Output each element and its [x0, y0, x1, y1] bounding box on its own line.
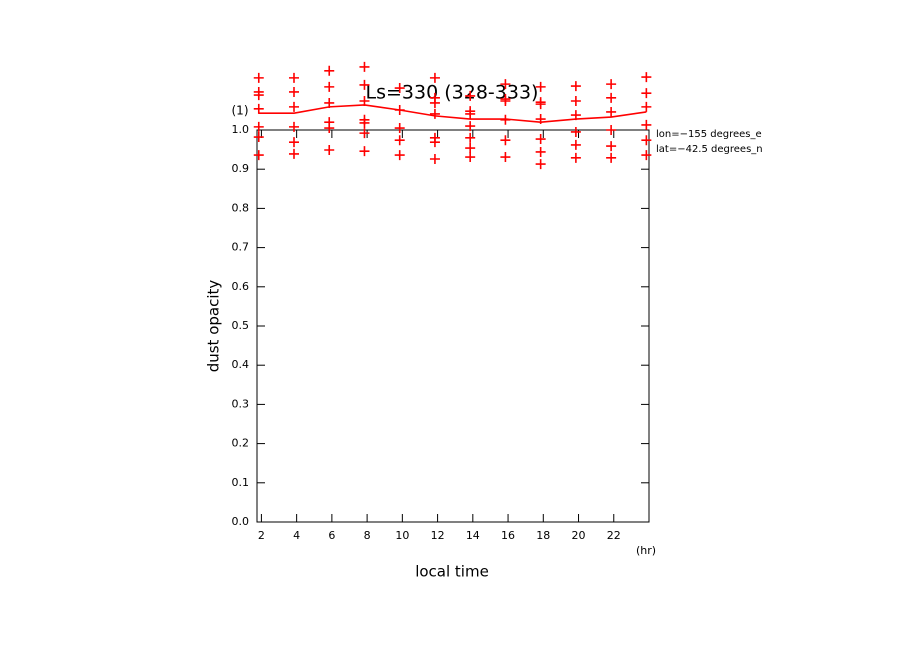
point: [465, 152, 476, 163]
point: [535, 134, 546, 145]
point: [641, 88, 652, 99]
chart-title: Ls=330 (328-333): [366, 82, 539, 104]
point: [641, 119, 652, 130]
y-tick-label: 0.2: [232, 437, 250, 450]
point: [394, 83, 405, 94]
point: [465, 108, 476, 119]
point: [606, 152, 617, 163]
point: [465, 143, 476, 154]
point: [359, 61, 370, 72]
point: [253, 72, 264, 83]
y-tick-label: 0.1: [232, 476, 250, 489]
point: [394, 150, 405, 161]
y-unit: (1): [232, 104, 249, 118]
point: [641, 150, 652, 161]
point: [288, 137, 299, 148]
x-tick-label: 14: [466, 529, 480, 542]
x-tick-label: 22: [607, 529, 621, 542]
point: [429, 72, 440, 83]
point: [570, 152, 581, 163]
point: [500, 79, 511, 90]
y-tick-label: 0.9: [232, 162, 250, 175]
point: [500, 95, 511, 106]
y-tick-label: 0.8: [232, 201, 250, 214]
plot-frame: [256, 129, 650, 523]
point: [641, 101, 652, 112]
point: [606, 92, 617, 103]
x-tick-label: 4: [293, 529, 300, 542]
point: [394, 135, 405, 146]
point: [500, 135, 511, 146]
point: [535, 99, 546, 110]
point: [394, 123, 405, 134]
point: [570, 95, 581, 106]
point: [288, 86, 299, 97]
point: [288, 101, 299, 112]
x-tick-label: 18: [536, 529, 550, 542]
point: [500, 152, 511, 163]
y-tick-label: 0.3: [232, 397, 250, 410]
x-tick-label: 20: [572, 529, 586, 542]
point: [465, 121, 476, 132]
point: [570, 139, 581, 150]
annotation: lon=−155 degrees_e: [656, 129, 762, 140]
point: [324, 123, 335, 134]
point: [359, 146, 370, 157]
point: [359, 128, 370, 139]
point: [359, 79, 370, 90]
point: [324, 65, 335, 76]
x-tick-label: 12: [431, 529, 445, 542]
annotation: lat=−42.5 degrees_n: [656, 144, 763, 155]
x-tick-label: 8: [364, 529, 371, 542]
point: [606, 106, 617, 117]
point: [535, 159, 546, 170]
point: [535, 81, 546, 92]
point: [253, 121, 264, 132]
point: [641, 135, 652, 146]
point: [288, 72, 299, 83]
x-tick-label: 10: [395, 529, 409, 542]
point: [606, 141, 617, 152]
x-tick-label: 2: [258, 529, 265, 542]
point: [465, 90, 476, 101]
point: [570, 81, 581, 92]
point: [359, 117, 370, 128]
x-tick-label: 16: [501, 529, 515, 542]
point: [253, 150, 264, 161]
x-tick-label: 6: [328, 529, 335, 542]
y-tick-label: 0.6: [232, 280, 250, 293]
point: [288, 148, 299, 159]
point: [429, 154, 440, 165]
mean-line: [258, 104, 647, 123]
point: [606, 79, 617, 90]
point: [606, 125, 617, 135]
point: [253, 90, 264, 101]
y-tick-label: 1.0: [232, 123, 250, 136]
x-axis-label: local time: [415, 563, 489, 581]
point: [429, 137, 440, 148]
point: [465, 132, 476, 143]
point: [324, 144, 335, 155]
y-axis-label: dust opacity: [205, 280, 223, 373]
point: [253, 132, 264, 143]
point: [288, 121, 299, 132]
y-tick-label: 0.7: [232, 241, 250, 254]
point: [253, 103, 264, 114]
point: [570, 126, 581, 137]
point: [429, 108, 440, 119]
point: [429, 97, 440, 108]
x-unit: (hr): [636, 544, 656, 557]
y-tick-label: 0.5: [232, 319, 250, 332]
point: [641, 72, 652, 83]
y-tick-label: 0.0: [232, 515, 250, 528]
point: [324, 81, 335, 92]
point: [535, 146, 546, 157]
y-tick-label: 0.4: [232, 358, 250, 371]
